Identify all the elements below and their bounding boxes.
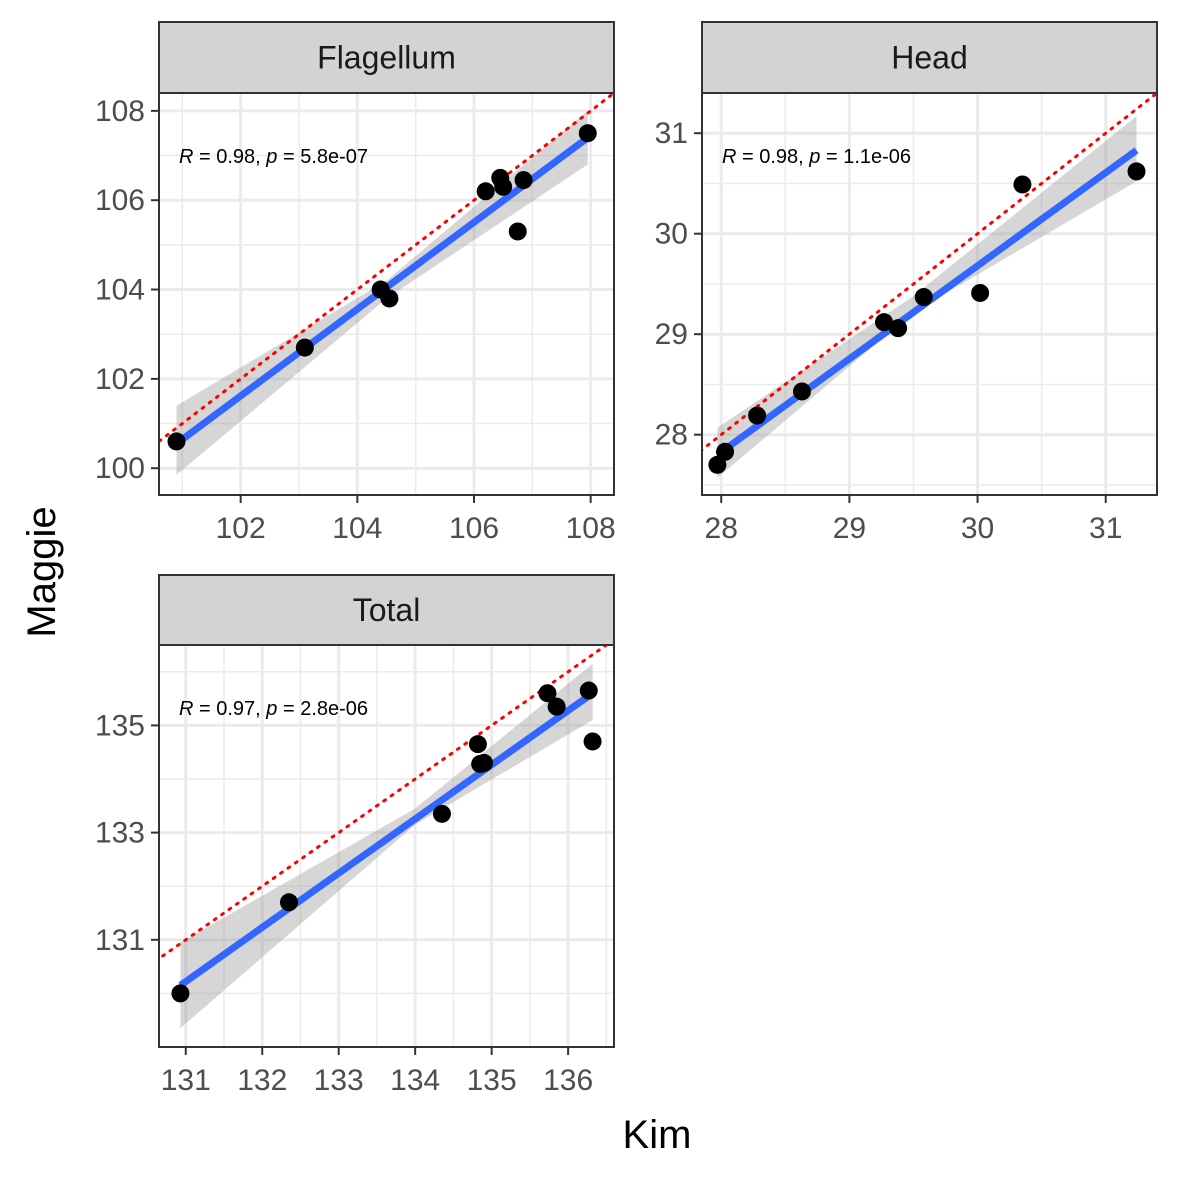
y-axis-title: Maggie [20,506,64,637]
x-tick-label: 135 [467,1064,517,1097]
data-point [1127,162,1146,181]
panel-total: R = 0.97, p = 2.8e-06 Total 131 132 133 134 13… [95,574,615,1097]
x-tick-label: 29 [833,512,866,545]
annotation-p-value: = 1.1e-06 [820,146,911,168]
data-point [875,313,893,332]
facet-strip [158,21,615,94]
facet-strip-label: Flagellum [317,40,456,76]
y-tick-label: 133 [95,817,145,850]
x-tick-label: 108 [566,512,616,545]
annotation-r-value: = 0.98, [736,146,809,168]
y-tick-label: 29 [655,318,688,351]
y-tick-label: 131 [95,924,145,957]
data-point [708,455,727,474]
y-tick-label: 135 [95,709,145,742]
data-point [468,735,487,754]
data-point [716,442,735,461]
panel-flagellum: R = 0.98, p = 5.8e-07 Flagellum 102 104 106 1… [95,21,616,545]
y-tick-label: 106 [95,184,145,217]
data-point [579,681,598,700]
identity-line [159,93,614,444]
minor-grid [159,93,614,495]
identity-line [159,645,609,961]
data-point [889,319,908,338]
data-point [380,289,399,308]
y-tick-label: 30 [655,218,688,251]
annotation-r-label: R [722,146,736,168]
x-tick-label: 131 [161,1064,211,1097]
x-tick-label: 136 [543,1064,593,1097]
data-point [171,984,190,1003]
y-tick-label: 100 [95,452,145,485]
major-grid [702,93,1157,495]
plot-area [159,93,614,475]
data-point [508,222,527,241]
data-point [432,804,451,823]
correlation-annotation: R = 0.98, p = 5.8e-07 [179,146,368,168]
x-tick-label: 30 [961,512,994,545]
annotation-r-label: R [179,698,193,720]
confidence-band [180,663,593,1029]
data-point [295,338,314,357]
annotation-r-value: = 0.97, [193,698,266,720]
correlation-annotation: R = 0.97, p = 2.8e-06 [179,698,368,720]
data-point [538,684,557,703]
facet-strip [158,574,615,646]
data-point [792,382,811,401]
data-point [971,283,990,302]
data-point [914,288,933,307]
y-tick-label: 28 [655,419,688,452]
correlation-annotation: R = 0.98, p = 1.1e-06 [722,146,911,168]
plot-area [159,645,609,1029]
x-tick-label: 28 [705,512,738,545]
plot-area [702,93,1157,478]
y-tick-label: 104 [95,274,145,307]
x-tick-label: 31 [1089,512,1122,545]
x-axis-title: Kim [623,1113,692,1157]
regression-line [178,690,595,989]
data-point [494,177,513,196]
data-point [547,697,566,716]
minor-grid [159,645,614,1047]
identity-line [702,93,1157,452]
x-tick-label: 106 [449,512,499,545]
major-grid [159,93,614,495]
y-tick-label: 102 [95,363,145,396]
panels-container: R = 0.98, p = 5.8e-07 Flagellum 102 104 106 1… [95,21,1158,1097]
x-tick-label: 104 [332,512,382,545]
x-tick-label: 102 [216,512,266,545]
annotation-p-value: = 2.8e-06 [277,698,368,720]
data-point [475,753,493,772]
annotation-r-label: R [179,146,193,168]
facet-strip [701,21,1158,94]
data-point [578,124,597,143]
x-tick-label: 133 [314,1064,364,1097]
annotation-p-label: p [265,146,277,168]
data-point [514,171,533,190]
data-point [476,182,495,201]
facet-strip-label: Total [353,592,421,628]
data-point [167,432,186,451]
facet-strip-label: Head [891,40,968,76]
panel-background [159,645,614,1047]
annotation-r-value: = 0.98, [193,146,266,168]
x-tick-label: 132 [237,1064,287,1097]
x-tick-label: 134 [390,1064,440,1097]
annotation-p-label: p [265,698,277,720]
annotation-p-label: p [808,146,820,168]
y-tick-label: 108 [95,95,145,128]
data-point [583,732,602,751]
y-tick-label: 31 [655,117,688,150]
panel-head: R = 0.98, p = 1.1e-06 Head 28 29 30 31 28 29 30 3… [655,21,1158,545]
data-point [1013,175,1032,194]
data-point [280,893,298,912]
data-point [748,406,767,425]
minor-grid [702,93,1157,495]
annotation-p-value: = 5.8e-07 [277,146,368,168]
